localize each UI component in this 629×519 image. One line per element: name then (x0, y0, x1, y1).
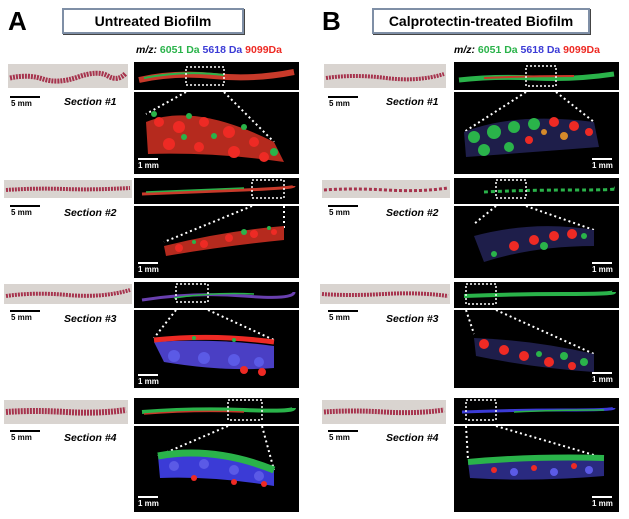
thumbnail-a3 (4, 284, 132, 304)
msi-zoom-a2: 1 mm (134, 206, 299, 278)
panel-a-title: Untreated Biofilm (62, 8, 244, 34)
zoom-scale-bar (138, 496, 158, 498)
zoom-scale-bar (138, 262, 158, 264)
legend-blue: 5618 Da (202, 44, 243, 56)
thumb-scale-bar (328, 96, 358, 98)
zoom-scale-label: 1 mm (592, 499, 613, 508)
section-label-b1: Section #1 (386, 96, 439, 108)
thumbnail-b3 (320, 284, 450, 304)
thumb-scale-label: 5 mm (329, 433, 350, 442)
zoom-scale-label: 1 mm (138, 499, 159, 508)
msi-zoom-b2: 1 mm (454, 206, 619, 278)
zoom-scale-bar (592, 372, 612, 374)
thumb-scale-label: 5 mm (329, 313, 350, 322)
panel-letter-b: B (322, 6, 341, 36)
zoom-scale-label: 1 mm (138, 161, 159, 170)
msi-overview-b2 (454, 178, 619, 204)
thumb-scale-label: 5 mm (11, 208, 32, 217)
zoom-scale-label: 1 mm (592, 265, 613, 274)
section-label-a1: Section #1 (64, 96, 117, 108)
thumb-scale-bar (10, 96, 40, 98)
msi-overview-a1 (134, 62, 299, 90)
panel-b-title: Calprotectin-treated Biofilm (372, 8, 590, 34)
legend-green: 6051 Da (477, 44, 518, 56)
panel-letter-a: A (8, 6, 27, 36)
thumbnail-b4 (322, 400, 446, 424)
zoom-scale-label: 1 mm (592, 375, 613, 384)
msi-overview-a3 (134, 282, 299, 308)
zoom-scale-label: 1 mm (138, 265, 159, 274)
zoom-scale-bar (592, 262, 612, 264)
thumbnail-a2 (4, 180, 132, 198)
legend-blue: 5618 Da (520, 44, 561, 56)
section-label-a2: Section #2 (64, 207, 117, 219)
thumb-scale-bar (10, 430, 40, 432)
msi-zoom-b4: 1 mm (454, 426, 619, 512)
msi-zoom-a1: 1 mm (134, 92, 299, 174)
msi-overview-b4 (454, 398, 619, 424)
mz-label: m/z: (454, 44, 475, 56)
msi-zoom-b1: 1 mm (454, 92, 619, 174)
thumb-scale-label: 5 mm (11, 99, 32, 108)
msi-overview-a4 (134, 398, 299, 424)
zoom-scale-label: 1 mm (138, 377, 159, 386)
section-label-a3: Section #3 (64, 313, 117, 325)
section-label-b3: Section #3 (386, 313, 439, 325)
section-label-a4: Section #4 (64, 432, 117, 444)
msi-overview-b3 (454, 282, 619, 308)
thumb-scale-label: 5 mm (11, 313, 32, 322)
msi-overview-b1 (454, 62, 619, 90)
panel-a-legend: m/z: 6051 Da 5618 Da 9099Da (136, 44, 282, 56)
thumb-scale-label: 5 mm (11, 433, 32, 442)
thumbnail-a4 (4, 400, 128, 424)
zoom-scale-bar (138, 158, 158, 160)
panel-b-legend: m/z: 6051 Da 5618 Da 9099Da (454, 44, 600, 56)
thumbnail-b1 (324, 64, 446, 88)
msi-zoom-b3: 1 mm (454, 310, 619, 388)
msi-zoom-a3: 1 mm (134, 310, 299, 388)
zoom-scale-bar (592, 158, 612, 160)
msi-overview-a2 (134, 178, 299, 204)
zoom-scale-bar (138, 374, 158, 376)
msi-zoom-a4: 1 mm (134, 426, 299, 512)
thumb-scale-bar (328, 310, 358, 312)
section-label-b4: Section #4 (386, 432, 439, 444)
legend-red: 9099Da (245, 44, 282, 56)
thumb-scale-bar (328, 430, 358, 432)
thumb-scale-label: 5 mm (329, 208, 350, 217)
legend-green: 6051 Da (159, 44, 200, 56)
legend-red: 9099Da (563, 44, 600, 56)
thumb-scale-label: 5 mm (329, 99, 350, 108)
zoom-scale-label: 1 mm (592, 161, 613, 170)
mz-label: m/z: (136, 44, 157, 56)
thumbnail-b2 (322, 180, 450, 198)
thumb-scale-bar (10, 310, 40, 312)
zoom-scale-bar (592, 496, 612, 498)
thumbnail-a1 (8, 64, 128, 88)
section-label-b2: Section #2 (386, 207, 439, 219)
thumb-scale-bar (328, 205, 358, 207)
thumb-scale-bar (10, 205, 40, 207)
